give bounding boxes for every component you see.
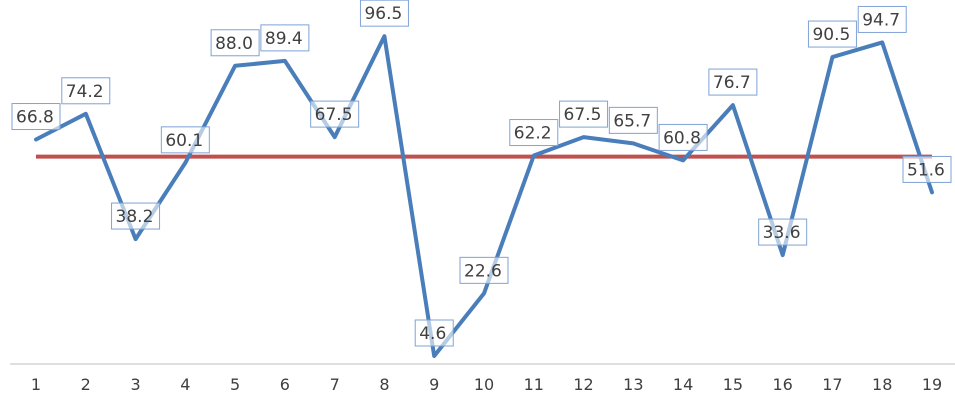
data-label-text: 76.7 [713,73,751,93]
x-tick-label: 5 [230,375,240,394]
x-tick-label: 2 [81,375,91,394]
data-label: 60.8 [658,123,708,151]
data-label-text: 90.5 [812,25,850,45]
x-tick-label: 19 [922,375,942,394]
data-label-text: 60.8 [663,128,701,148]
data-label-text: 62.2 [514,124,552,144]
data-label: 22.6 [459,256,509,284]
data-label: 38.2 [111,202,161,230]
data-labels: 66.8 74.2 38.2 60.1 88.0 89.4 67.5 96.5 4.6 22.6 6… [11,0,952,347]
x-tick-labels: 1 2 3 4 5 6 7 8 9 10 11 12 13 14 15 16 17 18 19 [31,375,942,394]
data-label-text: 65.7 [613,111,651,131]
data-label-text: 88.0 [215,34,253,54]
data-label: 67.5 [559,100,609,128]
data-label-text: 74.2 [66,82,104,102]
x-tick-label: 10 [474,375,494,394]
data-label: 94.7 [857,5,907,33]
data-label: 67.5 [310,100,360,128]
data-label-text: 38.2 [116,207,154,227]
x-tick-label: 7 [330,375,340,394]
data-label-text: 67.5 [315,105,353,125]
x-tick-label: 11 [524,375,544,394]
data-label: 96.5 [359,0,409,27]
x-tick-label: 8 [379,375,389,394]
data-label: 90.5 [807,20,857,48]
data-label: 89.4 [260,24,310,52]
data-label: 4.6 [414,319,454,347]
data-label: 76.7 [708,68,758,96]
x-tick-label: 16 [772,375,792,394]
data-label: 62.2 [509,119,559,147]
x-tick-label: 18 [872,375,892,394]
data-label: 74.2 [61,77,111,105]
data-label-text: 22.6 [464,261,502,281]
data-label: 60.1 [160,126,210,154]
data-label-text: 67.5 [564,105,602,125]
x-tick-label: 17 [822,375,842,394]
x-tick-label: 6 [280,375,290,394]
x-tick-label: 4 [180,375,190,394]
x-tick-label: 9 [429,375,439,394]
x-tick-label: 3 [130,375,140,394]
x-tick-label: 13 [623,375,643,394]
data-label: 33.6 [758,218,808,246]
data-label-text: 89.4 [265,29,303,49]
data-label-text: 33.6 [763,223,801,243]
series-line [34,34,934,358]
data-label-text: 51.6 [907,160,945,180]
x-tick-label: 15 [723,375,743,394]
data-label: 65.7 [608,106,658,134]
x-tick-label: 14 [673,375,693,394]
x-tick-label: 12 [573,375,593,394]
data-label-text: 94.7 [862,10,900,30]
data-label: 51.6 [902,155,952,183]
data-label: 66.8 [11,103,61,131]
x-tick-label: 1 [31,375,41,394]
data-label: 88.0 [210,29,260,57]
data-label-text: 66.8 [16,108,54,128]
series-line-layer [34,34,934,358]
data-label-text: 4.6 [419,324,446,344]
data-label-text: 96.5 [364,4,402,24]
data-label-text: 60.1 [165,131,203,151]
